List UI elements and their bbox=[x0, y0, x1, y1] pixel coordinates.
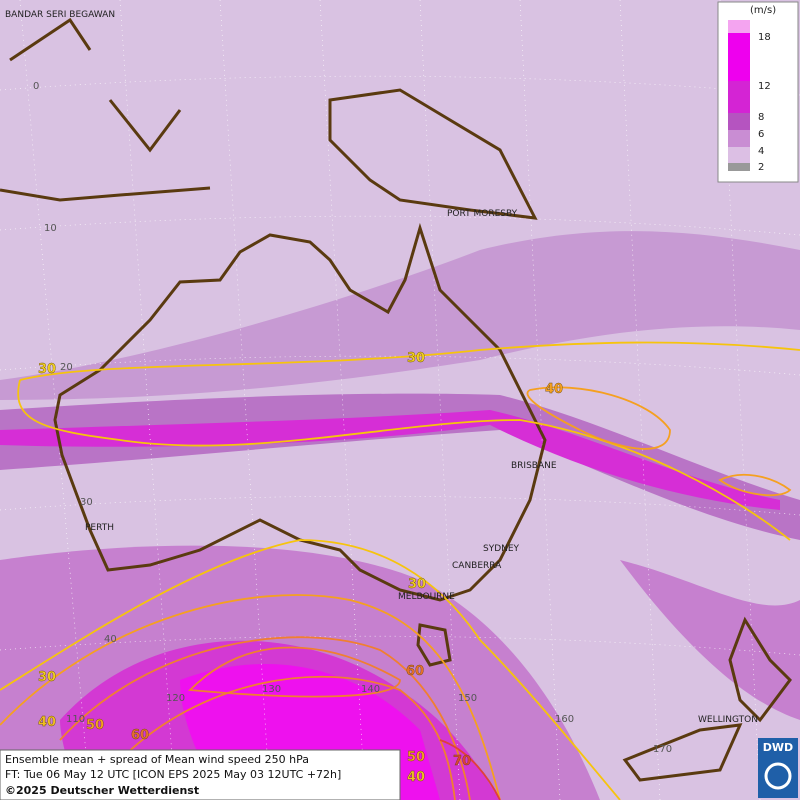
copyright: ©2025 Deutscher Wetterdienst bbox=[5, 784, 199, 797]
legend-tick-label: 4 bbox=[758, 146, 764, 157]
city-label: PORT MORESBY bbox=[447, 209, 518, 219]
graticule-label: 10 bbox=[44, 223, 57, 234]
forecast-time: FT: Tue 06 May 12 UTC [ICON EPS 2025 May… bbox=[5, 768, 341, 781]
city-label: SYDNEY bbox=[483, 544, 520, 554]
contour-label: 50 bbox=[86, 718, 104, 733]
legend-ticks: 18 12 8 6 4 2 bbox=[758, 32, 771, 173]
title: Ensemble mean + spread of Mean wind spee… bbox=[5, 753, 309, 766]
legend-swatch bbox=[728, 113, 750, 130]
contour-label: 30 bbox=[408, 577, 426, 592]
contour-label: 40 bbox=[545, 382, 563, 397]
contour-label: 60 bbox=[131, 728, 149, 743]
graticule-label: 40 bbox=[104, 634, 117, 645]
spread-band bbox=[620, 560, 800, 720]
graticule-label: 140 bbox=[361, 684, 380, 695]
legend-swatch bbox=[728, 147, 750, 163]
city-label: MELBOURNE bbox=[398, 592, 455, 602]
footer-box bbox=[0, 749, 401, 800]
footer: Ensemble mean + spread of Mean wind spee… bbox=[0, 749, 401, 800]
isotach-30 bbox=[0, 341, 800, 800]
legend-tick-label: 18 bbox=[758, 32, 771, 43]
contour-label: 40 bbox=[407, 770, 425, 785]
labels: BANDAR SERI BEGAWAN PORT MORESBY BRISBANE P… bbox=[5, 10, 758, 785]
legend-swatch bbox=[728, 130, 750, 147]
logo: DWD bbox=[758, 738, 798, 798]
legend-tick-label: 12 bbox=[758, 81, 771, 92]
graticule-label: 20 bbox=[60, 362, 73, 373]
graticule-label: 150 bbox=[458, 693, 477, 704]
legend-swatch bbox=[728, 20, 750, 33]
legend-tick-label: 2 bbox=[758, 162, 764, 173]
contour-label: 30 bbox=[407, 351, 425, 366]
logo-icon bbox=[764, 762, 792, 790]
legend-swatch bbox=[728, 33, 750, 81]
graticule-label: 120 bbox=[166, 693, 185, 704]
legend-tick-label: 8 bbox=[758, 112, 764, 123]
legend-tick-label: 6 bbox=[758, 129, 764, 140]
contour-label: 60 bbox=[406, 664, 424, 679]
city-label: BRISBANE bbox=[511, 461, 557, 471]
contour-label: 40 bbox=[38, 715, 56, 730]
contour-label: 30 bbox=[38, 362, 56, 377]
spread-band bbox=[0, 231, 800, 400]
legend: (m/s) 18 12 8 6 4 2 bbox=[717, 1, 799, 183]
graticule-label: 130 bbox=[262, 684, 281, 695]
contour-label: 50 bbox=[407, 750, 425, 765]
isotach-40 bbox=[0, 386, 792, 800]
legend-swatch bbox=[728, 81, 750, 113]
spread-band bbox=[0, 410, 780, 510]
legend-swatch bbox=[728, 163, 750, 171]
isotach-50-60 bbox=[59, 636, 471, 800]
isotach-70 bbox=[439, 739, 501, 800]
contour-label: 30 bbox=[38, 670, 56, 685]
legend-unit: (m/s) bbox=[750, 5, 776, 16]
city-label: WELLINGTON bbox=[698, 715, 758, 725]
city-label: CANBERRA bbox=[452, 561, 502, 571]
graticule-label: 110 bbox=[66, 714, 85, 725]
coastlines bbox=[0, 17, 792, 782]
graticule-label: 30 bbox=[80, 497, 93, 508]
city-label: BANDAR SERI BEGAWAN bbox=[5, 10, 115, 20]
graticule-label: 170 bbox=[653, 744, 672, 755]
graticule-label: 0 bbox=[33, 81, 39, 92]
city-label: PERTH bbox=[85, 523, 114, 533]
contour-label: 70 bbox=[453, 754, 471, 769]
graticule-label: 160 bbox=[555, 714, 574, 725]
logo-text: DWD bbox=[763, 741, 793, 754]
